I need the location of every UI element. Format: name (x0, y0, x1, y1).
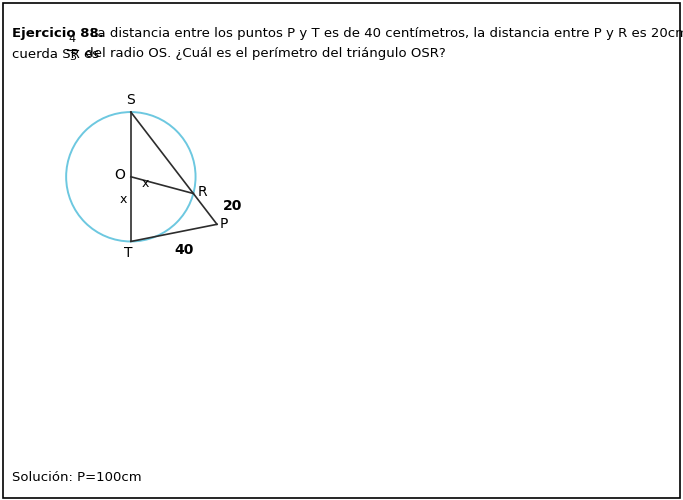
Text: 20: 20 (223, 198, 242, 212)
Text: x: x (120, 193, 127, 206)
Text: P: P (219, 218, 228, 232)
Text: 4: 4 (69, 34, 76, 43)
Text: del radio OS. ¿Cuál es el perímetro del triángulo OSR?: del radio OS. ¿Cuál es el perímetro del … (81, 48, 445, 60)
Text: x: x (141, 176, 149, 190)
Text: Solución: P=100cm: Solución: P=100cm (12, 471, 142, 484)
Text: cuerda SR es: cuerda SR es (12, 48, 104, 60)
Text: 40: 40 (174, 242, 193, 256)
Text: T: T (124, 246, 133, 260)
Text: Ejercicio 88.: Ejercicio 88. (12, 28, 104, 40)
Text: 3: 3 (69, 52, 76, 62)
Text: S: S (126, 93, 135, 107)
Text: O: O (114, 168, 124, 182)
Text: La distancia entre los puntos P y T es de 40 centímetros, la distancia entre P y: La distancia entre los puntos P y T es d… (86, 28, 683, 40)
Text: R: R (197, 186, 207, 200)
